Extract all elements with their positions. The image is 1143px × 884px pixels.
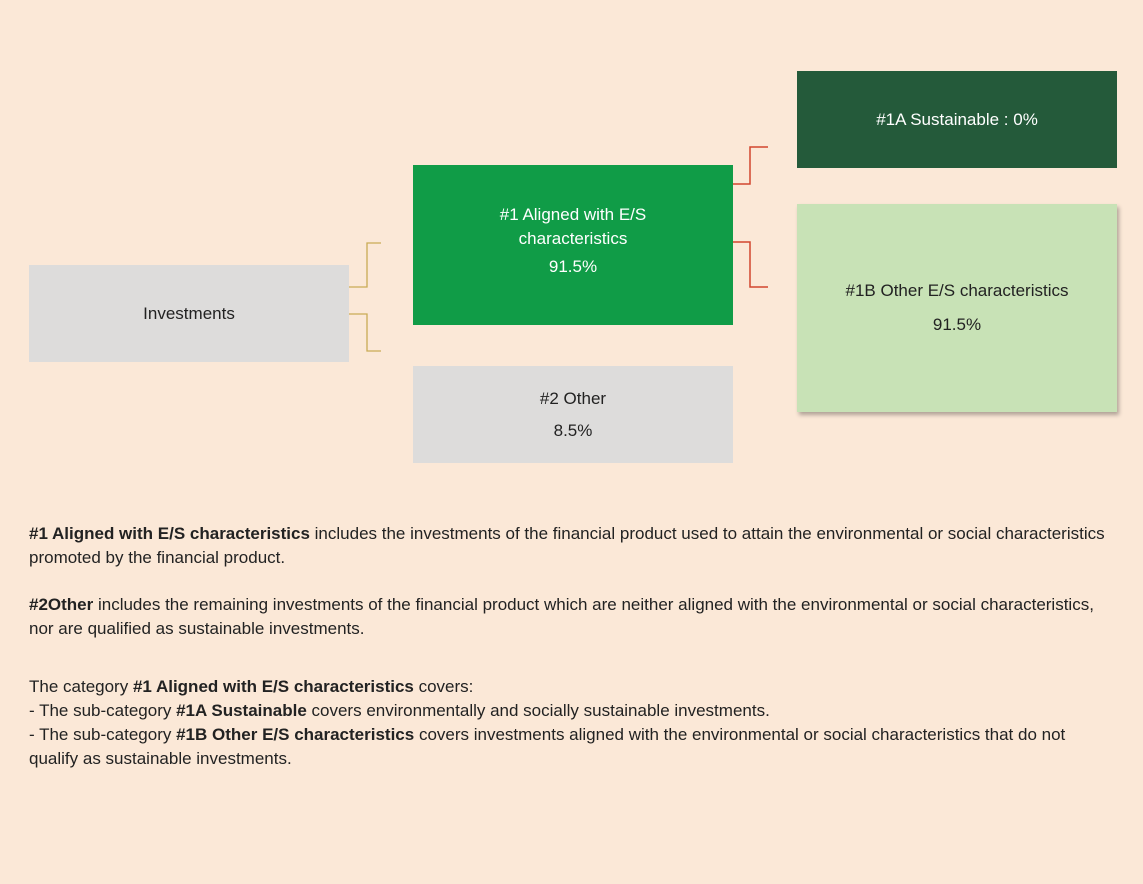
sustainable-node: #1A Sustainable : 0% <box>797 71 1117 168</box>
text: includes the remaining investments of th… <box>29 595 1094 638</box>
node-value: 8.5% <box>553 420 593 440</box>
paragraph: #2Other includes the remaining investmen… <box>29 593 1119 641</box>
node-label: #1 Aligned with E/S characteristics <box>499 205 647 248</box>
paragraph: - The sub-category #1A Sustainable cover… <box>29 699 1119 723</box>
description: #1 Aligned with E/S characteristics incl… <box>29 522 1119 771</box>
text: - The sub-category <box>29 725 177 744</box>
node-value: 91.5% <box>548 257 598 276</box>
bold-text: #1 Aligned with E/S characteristics <box>132 677 414 696</box>
connector <box>349 313 381 352</box>
connector <box>733 146 768 185</box>
bold-text: #1B Other E/S characteristics <box>176 725 415 744</box>
paragraph: #1 Aligned with E/S characteristics incl… <box>29 522 1119 570</box>
other-es-node: #1B Other E/S characteristics 91.5% <box>797 204 1117 412</box>
text: - The sub-category <box>29 701 177 720</box>
text: covers: <box>413 677 474 696</box>
paragraph: - The sub-category #1B Other E/S charact… <box>29 723 1119 771</box>
connector <box>733 241 768 288</box>
other-node: #2 Other 8.5% <box>413 366 733 463</box>
paragraph: The category #1 Aligned with E/S charact… <box>29 675 1119 699</box>
node-label: #2 Other <box>539 388 607 408</box>
aligned-node: #1 Aligned with E/S characteristics 91.5… <box>413 165 733 325</box>
text: The category <box>29 677 133 696</box>
investments-node: Investments <box>29 265 349 362</box>
bold-text: #2Other <box>29 595 94 614</box>
text: covers investments aligned with the envi… <box>29 725 1066 768</box>
node-label: #1A Sustainable : 0% <box>876 109 1038 129</box>
text: covers environmentally and socially sust… <box>306 701 770 720</box>
node-label: #1B Other E/S characteristics <box>845 281 1069 300</box>
connectors <box>349 146 768 352</box>
bold-text: #1 Aligned with E/S characteristics <box>29 524 310 543</box>
connector <box>349 242 381 288</box>
node-value: 91.5% <box>932 315 982 334</box>
text: includes the investments of the financia… <box>29 524 1105 567</box>
node-label: Investments <box>143 303 235 323</box>
bold-text: #1A Sustainable <box>176 701 307 720</box>
